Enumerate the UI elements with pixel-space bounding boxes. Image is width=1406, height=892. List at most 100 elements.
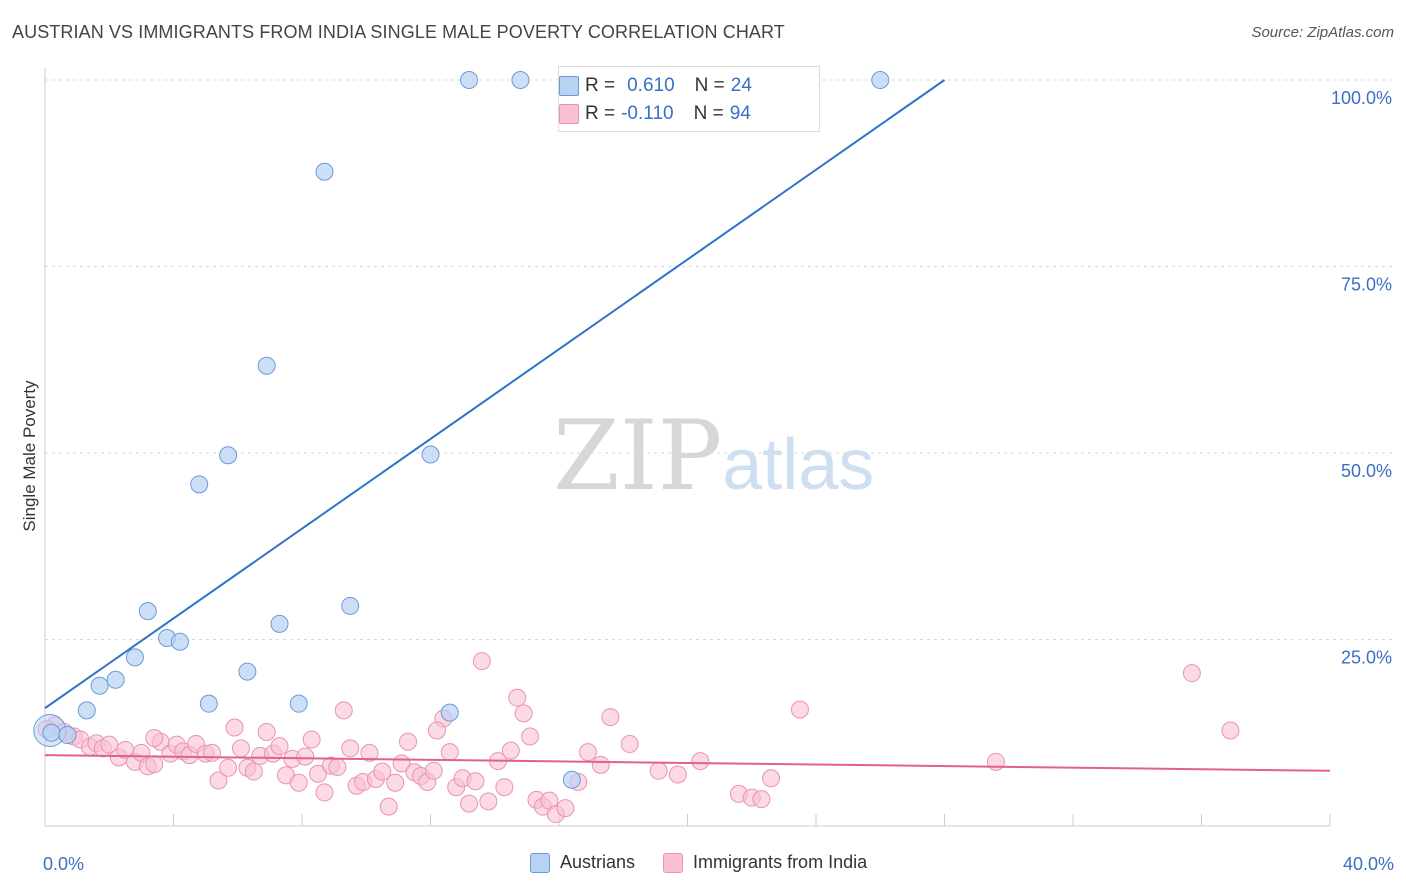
- india-points: [37, 652, 1240, 824]
- india-point: [219, 758, 238, 777]
- trend-lines: [44, 79, 1331, 772]
- india-point: [244, 762, 263, 781]
- austrian-point: [190, 475, 209, 494]
- watermark-zip: ZIP: [553, 400, 723, 512]
- austrian-point: [460, 71, 479, 89]
- india-point: [495, 778, 514, 797]
- austrian-point: [77, 701, 96, 720]
- axes: [44, 68, 1331, 827]
- india-point: [620, 734, 639, 753]
- austrian-point: [199, 694, 218, 713]
- india-point: [466, 772, 485, 791]
- austrian-point: [106, 670, 125, 689]
- stats-r-label: R =: [585, 75, 616, 96]
- austrian-point: [440, 703, 459, 722]
- india-point: [289, 773, 308, 792]
- austrian-point: [170, 632, 189, 651]
- stats-row-austrians: R = 0.610 N = 24: [559, 75, 752, 97]
- austrian-point: [125, 648, 144, 667]
- legend-swatch-india: [663, 852, 684, 873]
- austrian-trend-line: [44, 79, 946, 709]
- y-tick-label: 50.0%: [1341, 461, 1392, 481]
- india-point: [373, 762, 392, 781]
- austrian-point: [90, 676, 109, 695]
- india-point: [225, 718, 244, 737]
- austrian-point: [138, 602, 157, 621]
- india-point: [209, 771, 228, 790]
- legend-swatch-austrians: [530, 852, 550, 873]
- stats-swatch-austrians: [559, 76, 579, 96]
- austrian-point: [42, 723, 61, 742]
- india-point: [479, 792, 498, 811]
- stats-swatch-india: [559, 104, 579, 124]
- austrian-point: [238, 662, 257, 681]
- india-point: [790, 700, 809, 719]
- austrian-points: [33, 71, 890, 789]
- austrian-point: [289, 694, 308, 713]
- india-point: [341, 739, 360, 758]
- india-point: [514, 704, 533, 723]
- india-point: [501, 741, 520, 760]
- india-point: [752, 790, 771, 809]
- india-point: [257, 723, 276, 742]
- austrian-point: [270, 614, 289, 633]
- india-point: [360, 743, 379, 762]
- india-point: [460, 794, 479, 813]
- stats-n-value-austrians: 24: [730, 75, 752, 96]
- tick-labels: 25.0% 50.0% 75.0% 100.0% 0.0% 40.0%: [43, 88, 1394, 874]
- india-point: [578, 743, 597, 762]
- india-point: [424, 761, 443, 780]
- india-point: [1182, 664, 1201, 683]
- watermark: ZIPatlas: [553, 400, 874, 512]
- india-point: [386, 773, 405, 792]
- india-point: [762, 769, 781, 788]
- india-point: [315, 783, 334, 802]
- austrian-point: [315, 162, 334, 181]
- india-point: [649, 761, 668, 780]
- india-point: [427, 721, 446, 740]
- india-point: [1221, 721, 1240, 740]
- austrian-point: [511, 71, 530, 89]
- legend-label-india: Immigrants from India: [693, 852, 868, 872]
- india-point: [556, 799, 575, 818]
- legend: Austrians Immigrants from India: [530, 852, 895, 873]
- stats-n-label: N =: [693, 103, 724, 124]
- x-tick-label-min: 0.0%: [43, 854, 84, 874]
- india-point: [296, 747, 315, 766]
- legend-label-austrians: Austrians: [560, 852, 636, 872]
- watermark-atlas: atlas: [722, 425, 875, 505]
- stats-n-label: N =: [694, 75, 725, 96]
- india-point: [591, 755, 610, 774]
- stats-row-india: R = -0.110 N = 94: [559, 103, 751, 125]
- austrian-point: [219, 446, 238, 465]
- india-point: [203, 743, 222, 762]
- india-point: [521, 727, 540, 746]
- india-point: [379, 797, 398, 816]
- india-point: [601, 708, 620, 727]
- legend-item-india[interactable]: Immigrants from India: [663, 852, 867, 873]
- india-point: [231, 739, 250, 758]
- india-point: [668, 765, 687, 784]
- legend-item-austrians[interactable]: Austrians: [530, 852, 635, 873]
- stats-n-value-india: 94: [729, 103, 751, 124]
- india-point: [145, 728, 164, 747]
- india-point: [100, 735, 119, 754]
- india-trend-line: [44, 754, 1331, 772]
- india-point: [691, 752, 710, 771]
- austrian-point: [58, 725, 77, 744]
- india-point: [508, 688, 527, 707]
- gridlines: [45, 79, 1392, 640]
- india-point: [145, 755, 164, 774]
- india-point: [270, 737, 289, 756]
- stats-box: R = 0.610 N = 24 R = -0.110 N = 94: [558, 66, 820, 132]
- austrian-point: [257, 356, 276, 375]
- india-point: [440, 743, 459, 762]
- x-tick-label-max: 40.0%: [1343, 854, 1394, 874]
- india-point: [328, 758, 347, 777]
- source-label: Source: ZipAtlas.com: [1251, 24, 1394, 41]
- india-point: [399, 732, 418, 751]
- stats-r-label: R =: [585, 103, 616, 124]
- austrian-point: [871, 71, 890, 89]
- india-point: [334, 701, 353, 720]
